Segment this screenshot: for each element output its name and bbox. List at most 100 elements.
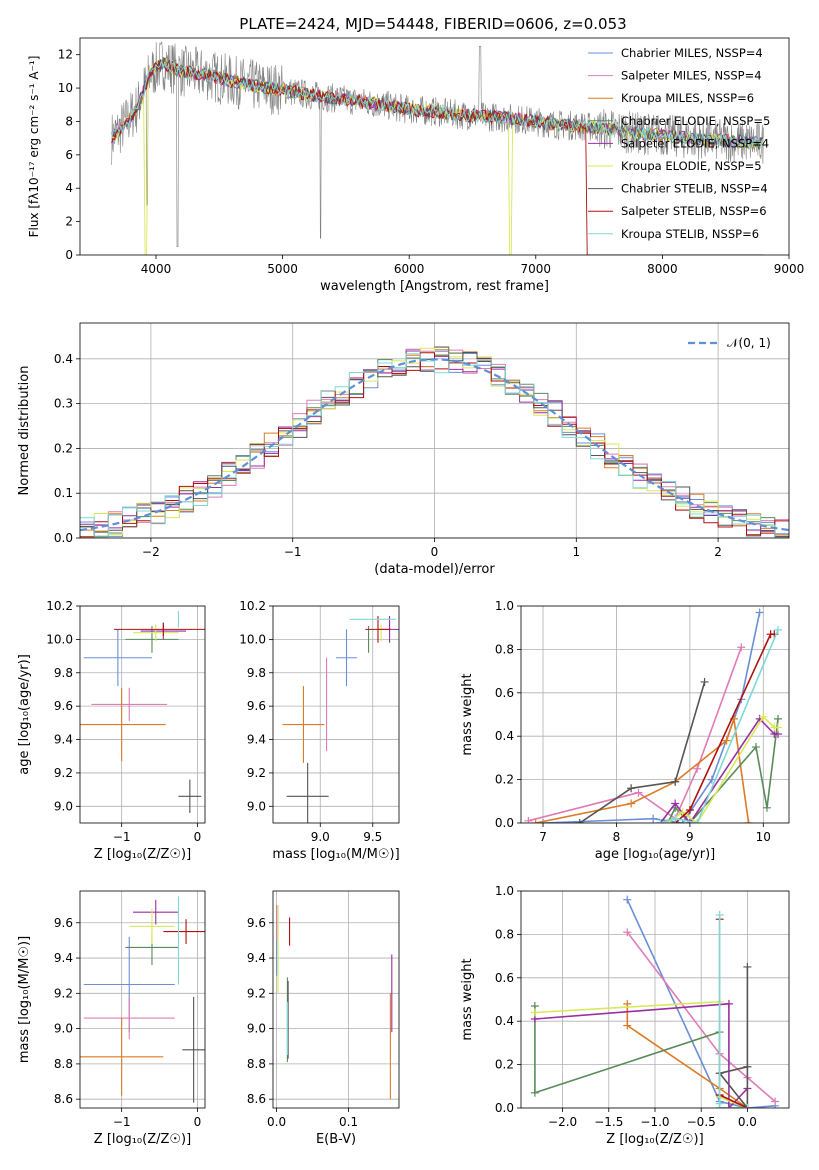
y-axis-label: Flux [fλ10⁻¹⁷ erg cm⁻² s⁻¹ A⁻¹] <box>27 56 41 238</box>
y-tick-label: 8 <box>65 114 73 128</box>
series-point <box>539 819 548 823</box>
x-tick-label: 9.0 <box>311 830 330 844</box>
x-axis-label: mass [log₁₀(M/M☉)] <box>272 847 399 862</box>
series-line-0 <box>542 612 761 823</box>
x-tick-label: −1.5 <box>594 1115 623 1129</box>
x-tick-label: −2.0 <box>548 1115 577 1129</box>
series-point <box>656 819 665 823</box>
y-tick-label: 10 <box>58 81 73 95</box>
y-axis-label: Normed distribution <box>17 366 32 496</box>
series-point <box>627 799 636 808</box>
panel-mass_vs_Z: −1 0 8.6 8.8 9.0 9.2 9.4 9.6 Z [log₁₀(Z/Z☉)] mass… <box>17 890 206 1147</box>
series-point <box>530 1088 539 1097</box>
legend-entry: 𝒩(0, 1) <box>727 336 771 350</box>
x-tick-label: 0 <box>431 545 439 559</box>
series-line-1 <box>626 931 776 1103</box>
y-tick-label: 9.4 <box>247 951 266 965</box>
series-point <box>743 1062 752 1071</box>
y-axis-label: age [log₁₀(age/yr)] <box>17 654 32 775</box>
y-tick-label: 10.2 <box>46 599 73 613</box>
panel-age_vs_mass: 9.0 9.5 9.0 9.2 9.4 9.6 9.8 10.0 10.2 mass [log₁₀… <box>239 599 400 862</box>
series-line-0 <box>626 899 776 1108</box>
x-tick-label: 8000 <box>647 262 678 276</box>
y-tick-label: 0.0 <box>54 531 73 545</box>
series-point <box>773 625 782 634</box>
series-point <box>685 805 694 814</box>
panel-weight_vs_Z: −2.0 −1.5 −1.0 −0.5 0.0 0.0 0.2 0.4 0.6 0.8 1.0 Z [… <box>460 884 790 1147</box>
model-line-5 <box>111 58 764 255</box>
x-tick-label: 6000 <box>394 262 425 276</box>
y-tick-label: 4 <box>65 181 73 195</box>
x-tick-label: 7000 <box>521 262 552 276</box>
series-point <box>634 788 643 797</box>
model-line-7 <box>111 58 764 255</box>
x-tick-label: −1 <box>113 1115 131 1129</box>
x-tick-label: 9 <box>686 830 694 844</box>
y-tick-label: 2 <box>65 215 73 229</box>
series-point <box>762 803 771 812</box>
legend-entry: Salpeter STELIB, NSSP=6 <box>621 204 767 218</box>
x-tick-label: 10 <box>756 830 771 844</box>
y-tick-label: 10.0 <box>239 632 266 646</box>
y-tick-label: 0.8 <box>495 642 514 656</box>
panel-spectrum: 4000 5000 6000 7000 8000 9000 0 2 4 6 8 10 12 wavelen… <box>27 37 805 294</box>
y-tick-label: 9.2 <box>247 766 266 780</box>
series-point <box>751 743 760 752</box>
series-point <box>685 819 694 823</box>
series-line-6 <box>579 681 706 823</box>
axes-frame <box>272 890 400 1109</box>
legend-entry: Chabrier MILES, NSSP=4 <box>621 46 763 60</box>
series-point <box>671 777 680 786</box>
y-tick-label: 9.6 <box>54 916 73 930</box>
axes-frame <box>520 890 790 1109</box>
legend-entry: Chabrier ELODIE, NSSP=5 <box>621 114 770 128</box>
y-tick-label: 0.8 <box>495 927 514 941</box>
model-line-8 <box>111 59 764 150</box>
x-axis-label: Z [log₁₀(Z/Z☉)] <box>94 847 191 862</box>
legend-entry: Kroupa ELODIE, NSSP=5 <box>621 159 762 173</box>
x-tick-label: 1 <box>572 545 580 559</box>
x-tick-label: 0.0 <box>738 1115 757 1129</box>
figure-title: PLATE=2424, MJD=54448, FIBERID=0606, z=0… <box>239 15 626 33</box>
x-tick-label: 7 <box>539 830 547 844</box>
x-tick-label: −1 <box>113 830 131 844</box>
legend-entry: Salpeter ELODIE, NSSP=4 <box>621 136 769 150</box>
y-tick-label: 9.0 <box>54 1022 73 1036</box>
y-axis-label: mass weight <box>460 958 475 1040</box>
x-tick-label: −2 <box>142 545 160 559</box>
y-tick-label: 8.6 <box>247 1092 266 1106</box>
legend-entry: Kroupa MILES, NSSP=6 <box>621 91 754 105</box>
series-point <box>671 799 680 808</box>
y-tick-label: 0.4 <box>54 352 73 366</box>
axes-frame <box>272 605 400 824</box>
series-point <box>627 784 636 793</box>
series-point <box>715 910 724 919</box>
y-axis-label: mass weight <box>460 673 475 755</box>
series-point <box>759 712 768 721</box>
y-tick-label: 0.0 <box>495 1101 514 1115</box>
plot-area-spectrum <box>111 41 764 255</box>
y-axis-label: mass [log₁₀(M/M☉)] <box>17 936 32 1063</box>
panel-residuals: −2 −1 0 1 2 0.0 0.1 0.2 0.3 0.4 (data-model)/error… <box>17 322 790 577</box>
series-point <box>671 814 680 823</box>
y-tick-label: 9.8 <box>247 666 266 680</box>
plot-area-weight_vs_age <box>521 606 789 823</box>
y-tick-label: 0.1 <box>54 486 73 500</box>
series-point <box>743 962 752 971</box>
x-tick-label: 9.5 <box>363 830 382 844</box>
series-point <box>700 677 709 686</box>
series-line-4 <box>534 1002 748 1108</box>
axes-frame <box>79 37 790 256</box>
y-tick-label: 9.2 <box>54 766 73 780</box>
y-tick-label: 0.0 <box>495 816 514 830</box>
series-line-6 <box>718 967 749 1108</box>
x-tick-label: 4000 <box>141 262 172 276</box>
panel-mass_vs_ebv: 0.0 0.1 8.6 8.8 9.0 9.2 9.4 9.6 E(B-V) <box>247 890 400 1147</box>
y-tick-label: 0.6 <box>495 971 514 985</box>
histogram-5 <box>80 347 789 538</box>
y-tick-label: 8.8 <box>54 1057 73 1071</box>
x-tick-label: 9000 <box>774 262 805 276</box>
plot-area-age_vs_mass <box>273 606 399 823</box>
series-point <box>771 1097 780 1106</box>
y-tick-label: 10.2 <box>239 599 266 613</box>
